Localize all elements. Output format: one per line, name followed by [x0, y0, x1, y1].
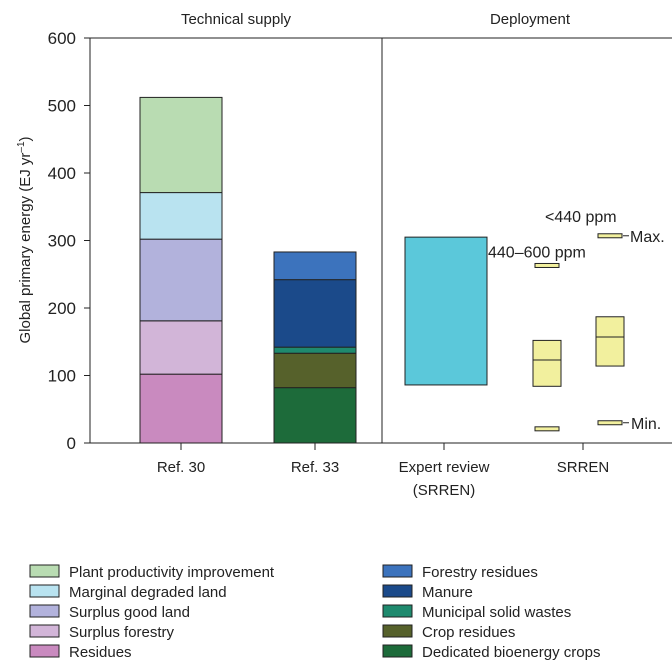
srren-scenario-label-1: 440–600 ppm [488, 244, 586, 261]
bar-segment-surplus-good-land [139, 238, 223, 322]
srren-box-1 [532, 339, 562, 387]
legend-swatch [382, 624, 413, 638]
legend-swatch [29, 604, 60, 618]
panel-title-technical-supply: Technical supply [181, 11, 292, 28]
srren-max-marker-2 [597, 233, 623, 239]
x-tick-label: SRREN [557, 459, 610, 476]
panel-title-deployment: Deployment [490, 11, 571, 28]
y-axis-label: Global primary energy (EJ yr–1) [16, 136, 34, 343]
legend-swatch [29, 564, 60, 578]
x-tick-sublabel: (SRREN) [413, 482, 476, 499]
legend-label: Dedicated bioenergy crops [422, 644, 600, 661]
legend-label: Residues [69, 644, 132, 661]
y-tick-label: 100 [48, 367, 76, 386]
bar-segment-plant-productivity-improvement [139, 96, 223, 194]
y-tick-label: 0 [67, 434, 76, 453]
legend-swatch [29, 644, 60, 658]
y-tick-label: 300 [48, 232, 76, 251]
x-tick-label: Expert review [399, 459, 490, 476]
legend-swatch [382, 604, 413, 618]
legend-label: Plant productivity improvement [69, 564, 275, 581]
legend-swatch [382, 584, 413, 598]
legend-label: Manure [422, 584, 473, 601]
bar-segment-marginal-degraded-land [139, 192, 223, 240]
bar-segment-residues [139, 373, 223, 444]
bar-segment-dedicated-bioenergy-crops [273, 387, 357, 444]
legend-label: Surplus good land [69, 604, 190, 621]
srren-min-marker-2 [597, 420, 623, 426]
y-tick-label: 600 [48, 29, 76, 48]
srren-scenario-label-2: <440 ppm [545, 209, 617, 226]
legend-swatch [382, 564, 413, 578]
legend-label: Marginal degraded land [69, 584, 227, 601]
min-annotation: Min. [631, 416, 661, 433]
legend-swatch [29, 584, 60, 598]
bar-segment-manure [273, 279, 357, 348]
legend-label: Forestry residues [422, 564, 538, 581]
legend-label: Crop residues [422, 624, 515, 641]
srren-max-marker-1 [534, 262, 560, 268]
legend-swatch [29, 624, 60, 638]
bar-segment-municipal-solid-wastes [273, 346, 357, 354]
srren-box-2 [595, 316, 625, 367]
bar-segment-crop-residues [273, 352, 357, 389]
y-tick-label: 500 [48, 97, 76, 116]
srren-min-marker-1 [534, 426, 560, 432]
bar-segment-forestry-residues [273, 251, 357, 281]
x-tick-label: Ref. 30 [157, 459, 205, 476]
legend-swatch [382, 644, 413, 658]
expert-review-range-bar [404, 236, 488, 386]
x-tick-label: Ref. 33 [291, 459, 339, 476]
bar-segment-surplus-forestry [139, 320, 223, 375]
legend-label: Municipal solid wastes [422, 604, 571, 621]
legend-label: Surplus forestry [69, 624, 175, 641]
max-annotation: Max. [630, 229, 665, 246]
y-tick-label: 400 [48, 164, 76, 183]
y-tick-label: 200 [48, 299, 76, 318]
